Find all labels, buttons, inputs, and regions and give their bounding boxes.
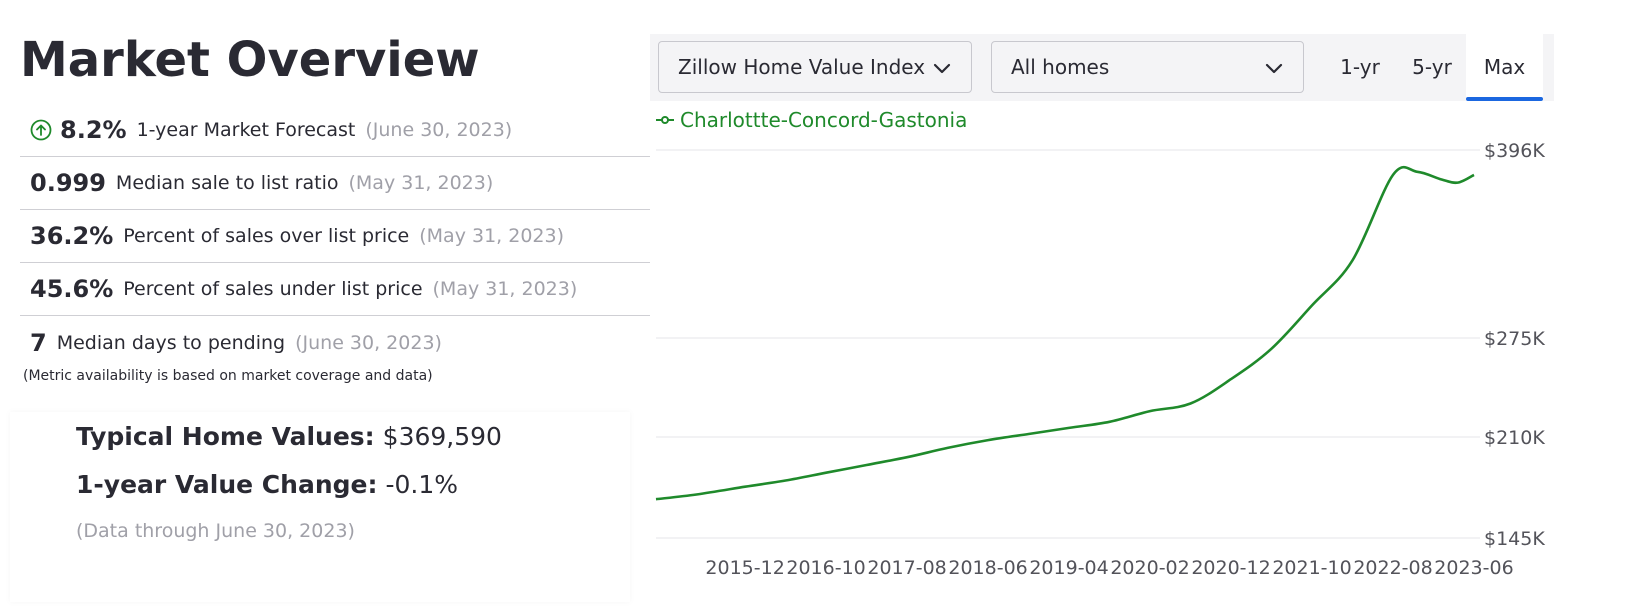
- x-tick-label: 2020-02: [1110, 557, 1189, 579]
- value-change: 1-year Value Change: -0.1%: [76, 470, 458, 499]
- tab-1-yr[interactable]: 1-yr: [1340, 55, 1380, 79]
- x-tick-label: 2021-10: [1272, 557, 1351, 579]
- metric-row-forecast: 8.2% 1-year Market Forecast (June 30, 20…: [20, 104, 650, 157]
- metric-label: 1-year Market Forecast: [136, 119, 356, 141]
- metric-row-days-pending: 7 Median days to pending (June 30, 2023): [20, 316, 650, 369]
- metric-label: Percent of sales over list price: [123, 225, 410, 247]
- market-summary-panel: Market Overview 8.2% 1-year Market Forec…: [0, 0, 660, 615]
- metric-value: 36.2%: [30, 222, 114, 250]
- x-tick-label: 2017-08: [867, 557, 946, 579]
- x-tick-label: 2019-04: [1029, 557, 1108, 579]
- chevron-down-icon: [1263, 57, 1285, 79]
- metric-date: (June 30, 2023): [295, 331, 442, 354]
- metric-row-sale-to-list: 0.999 Median sale to list ratio (May 31,…: [20, 157, 650, 210]
- x-tick-label: 2020-12: [1191, 557, 1270, 579]
- data-through-note: (Data through June 30, 2023): [76, 520, 355, 542]
- home-value-chart: $145K $210K $275K $396K 2015-12 2016-10 2017-…: [655, 140, 1545, 579]
- tab-max[interactable]: Max: [1466, 34, 1543, 101]
- typical-home-value: Typical Home Values: $369,590: [76, 422, 502, 451]
- typical-home-value-amount: $369,590: [382, 422, 502, 451]
- metric-value: 45.6%: [30, 275, 114, 303]
- page-title: Market Overview: [20, 32, 480, 88]
- metric-date: (May 31, 2023): [348, 172, 494, 194]
- tab-max-label: Max: [1483, 55, 1526, 79]
- metric-label: Percent of sales under list price: [123, 278, 423, 300]
- metric-value: 7: [30, 328, 47, 357]
- active-tab-indicator: [1466, 97, 1543, 101]
- y-tick-label: $145K: [1484, 528, 1545, 550]
- y-tick-label: $275K: [1484, 328, 1545, 350]
- series-line[interactable]: [655, 165, 1475, 501]
- y-tick-label: $396K: [1484, 140, 1545, 162]
- y-tick-label: $210K: [1484, 427, 1545, 449]
- x-tick-label: 2018-06: [948, 557, 1027, 579]
- metric-date: (May 31, 2023): [432, 278, 578, 300]
- x-tick-label: 2022-08: [1353, 557, 1432, 579]
- metric-value: 8.2%: [60, 116, 127, 144]
- metrics-list: 8.2% 1-year Market Forecast (June 30, 20…: [20, 104, 650, 369]
- x-tick-label: 2016-10: [786, 557, 865, 579]
- x-tick-label: 2023-06: [1434, 557, 1513, 579]
- typical-home-value-label: Typical Home Values:: [76, 422, 375, 451]
- x-tick-label: 2015-12: [705, 557, 784, 579]
- tab-5-yr[interactable]: 5-yr: [1412, 55, 1452, 79]
- metric-footnote: (Metric availability is based on market …: [23, 368, 433, 384]
- home-value-summary: Typical Home Values: $369,590 1-year Valu…: [10, 412, 630, 602]
- metric-value: 0.999: [30, 169, 106, 197]
- chart-toolbar: Zillow Home Value Index All homes 1-yr 5…: [650, 34, 1554, 101]
- legend-series-name: Charlottte-Concord-Gastonia: [680, 108, 968, 132]
- home-type-select[interactable]: All homes: [991, 41, 1304, 93]
- metric-row-under-list: 45.6% Percent of sales under list price …: [20, 263, 650, 316]
- home-type-select-value: All homes: [1011, 55, 1110, 79]
- metric-row-over-list: 36.2% Percent of sales over list price (…: [20, 210, 650, 263]
- index-select-value: Zillow Home Value Index: [678, 55, 926, 79]
- value-change-amount: -0.1%: [385, 470, 459, 499]
- metric-label: Median sale to list ratio: [115, 172, 339, 194]
- chart-legend[interactable]: Charlottte-Concord-Gastonia: [656, 108, 967, 132]
- metric-date: (June 30, 2023): [365, 119, 513, 141]
- legend-line-marker-icon: [656, 115, 674, 125]
- arrow-up-circle-icon: [30, 119, 52, 141]
- value-change-label: 1-year Value Change:: [76, 470, 378, 499]
- metric-date: (May 31, 2023): [419, 225, 565, 247]
- chevron-down-icon: [931, 57, 953, 79]
- metric-label: Median days to pending: [56, 331, 286, 354]
- chart-panel: Zillow Home Value Index All homes 1-yr 5…: [650, 0, 1636, 615]
- index-select[interactable]: Zillow Home Value Index: [658, 41, 972, 93]
